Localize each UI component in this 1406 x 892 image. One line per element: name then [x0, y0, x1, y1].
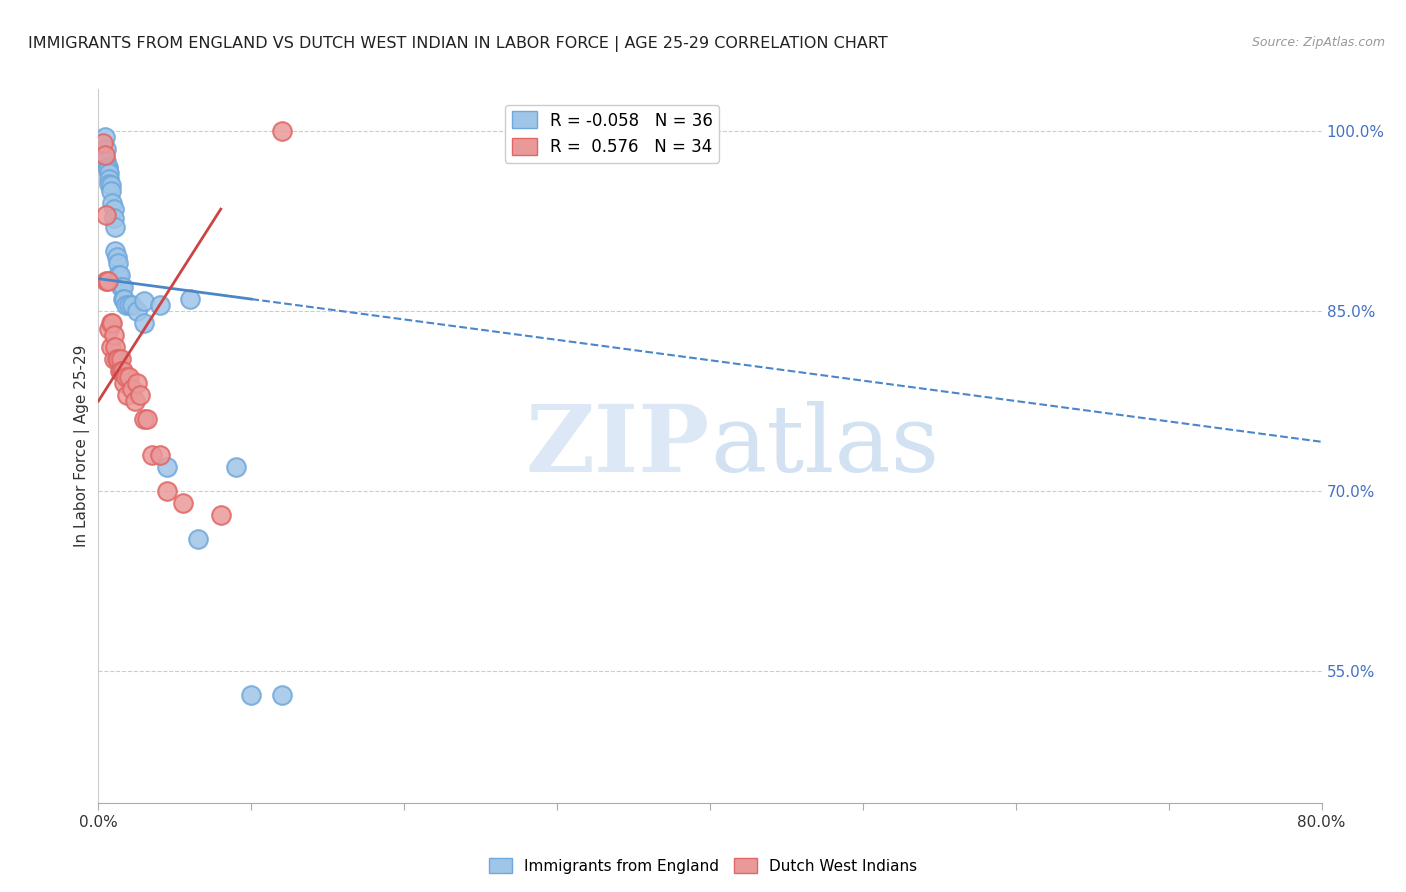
Point — [94, 274, 117, 288]
Point — [94, 208, 117, 222]
Legend: Immigrants from England, Dutch West Indians: Immigrants from England, Dutch West Indi… — [482, 852, 924, 880]
Point — [124, 394, 146, 409]
Point — [125, 304, 148, 318]
Point — [104, 340, 127, 354]
Point — [110, 352, 132, 367]
Point — [108, 364, 131, 378]
Point — [98, 322, 121, 336]
Point — [149, 298, 172, 312]
Point — [104, 244, 127, 259]
Point — [156, 483, 179, 498]
Point — [117, 388, 139, 402]
Point — [209, 508, 232, 522]
Point — [270, 688, 292, 702]
Point — [93, 130, 115, 145]
Point — [112, 376, 135, 390]
Point — [111, 364, 134, 378]
Point — [240, 688, 263, 702]
Point — [121, 382, 143, 396]
Point — [100, 184, 122, 198]
Point — [118, 370, 141, 384]
Point — [105, 250, 128, 264]
Point — [98, 177, 121, 191]
Point — [111, 280, 134, 294]
Point — [149, 448, 172, 462]
Point — [103, 202, 125, 216]
Point — [136, 412, 159, 426]
Point — [94, 154, 117, 169]
Point — [172, 496, 194, 510]
Point — [110, 280, 132, 294]
Point — [107, 352, 129, 367]
Point — [107, 268, 129, 282]
Point — [115, 298, 138, 312]
Text: ZIP: ZIP — [526, 401, 710, 491]
Point — [141, 448, 163, 462]
Point — [100, 340, 122, 354]
Point — [103, 352, 125, 367]
Text: Source: ZipAtlas.com: Source: ZipAtlas.com — [1251, 36, 1385, 49]
Point — [93, 148, 115, 162]
Point — [98, 172, 121, 186]
Point — [98, 166, 121, 180]
Point — [107, 256, 129, 270]
Point — [118, 298, 141, 312]
Text: IMMIGRANTS FROM ENGLAND VS DUTCH WEST INDIAN IN LABOR FORCE | AGE 25-29 CORRELAT: IMMIGRANTS FROM ENGLAND VS DUTCH WEST IN… — [28, 36, 887, 52]
Point — [121, 298, 143, 312]
Point — [179, 292, 201, 306]
Point — [270, 124, 292, 138]
Point — [108, 268, 131, 282]
Legend: R = -0.058   N = 36, R =  0.576   N = 34: R = -0.058 N = 36, R = 0.576 N = 34 — [505, 104, 720, 162]
Point — [156, 460, 179, 475]
Point — [134, 412, 156, 426]
Point — [128, 388, 150, 402]
Point — [97, 160, 120, 174]
Point — [101, 196, 124, 211]
Text: atlas: atlas — [710, 401, 939, 491]
Y-axis label: In Labor Force | Age 25-29: In Labor Force | Age 25-29 — [75, 345, 90, 547]
Point — [91, 136, 114, 151]
Point — [111, 292, 134, 306]
Point — [187, 532, 209, 546]
Point — [100, 178, 122, 193]
Point — [104, 220, 127, 235]
Point — [105, 352, 128, 367]
Point — [134, 316, 156, 330]
Point — [134, 294, 156, 309]
Point — [101, 316, 124, 330]
Point — [97, 274, 120, 288]
Point — [225, 460, 247, 475]
Point — [103, 328, 125, 343]
Point — [115, 370, 138, 384]
Point — [125, 376, 148, 390]
Point — [103, 211, 125, 225]
Point — [97, 162, 120, 177]
Point — [100, 316, 122, 330]
Point — [112, 292, 135, 306]
Point — [110, 364, 132, 378]
Point — [94, 142, 117, 156]
